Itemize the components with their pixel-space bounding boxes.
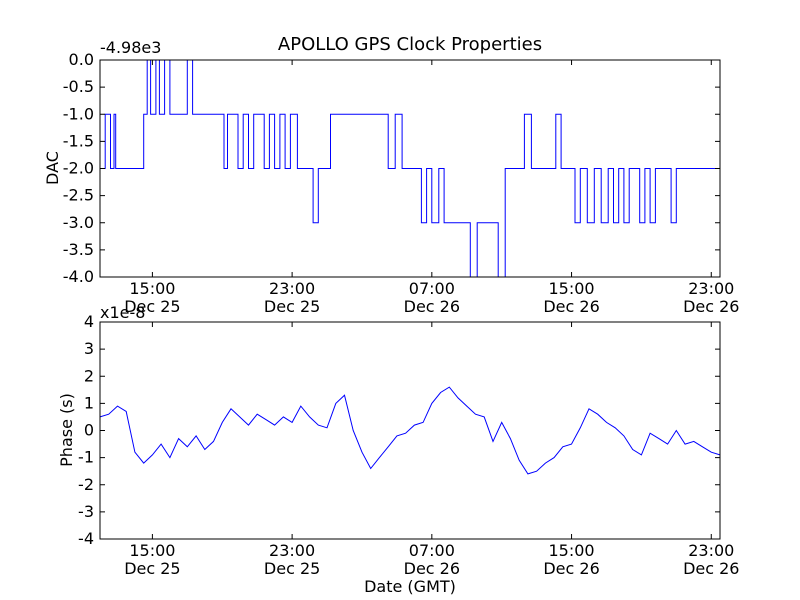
phase-y-tick-label: 4 [84, 312, 94, 331]
dac-y-tick-label: -2.0 [63, 159, 94, 178]
dac-y-tick-label: -4.0 [63, 267, 94, 286]
dac-y-tick-label: -2.5 [63, 186, 94, 205]
phase-x-tick-label-date: Dec 26 [543, 559, 599, 578]
dac-x-tick-label-date: Dec 25 [264, 297, 320, 316]
phase-x-tick-label-time: 15:00 [129, 541, 175, 560]
phase-y-tick-label: 1 [84, 393, 94, 412]
phase-x-tick-label-date: Dec 25 [124, 559, 180, 578]
dac-y-axis-label: DAC [43, 151, 62, 185]
phase-x-axis-label: Date (GMT) [364, 577, 456, 596]
dac-x-tick-label-time: 23:00 [269, 279, 315, 298]
dac-x-tick-label-date: Dec 26 [543, 297, 599, 316]
dac-y-tick-label: -1.0 [63, 104, 94, 123]
dac-offset-text: -4.98e3 [100, 38, 161, 57]
dac-x-tick-label-time: 15:00 [548, 279, 594, 298]
dac-x-tick-label-date: Dec 25 [124, 297, 180, 316]
chart-title: APOLLO GPS Clock Properties [278, 34, 542, 55]
phase-y-tick-label: 2 [84, 366, 94, 385]
dac-x-tick-label-date: Dec 26 [683, 297, 739, 316]
phase-x-tick-label-time: 15:00 [548, 541, 594, 560]
dac-y-tick-label: -3.5 [63, 240, 94, 259]
phase-x-tick-label-time: 23:00 [688, 541, 734, 560]
phase-x-tick-label-date: Dec 26 [683, 559, 739, 578]
phase-y-tick-label: 0 [84, 421, 94, 440]
phase-x-tick-label-date: Dec 26 [404, 559, 460, 578]
dac-y-tick-label: 0.0 [69, 50, 94, 69]
phase-x-tick-label-time: 23:00 [269, 541, 315, 560]
dac-x-tick-label-time: 15:00 [129, 279, 175, 298]
phase-y-tick-label: -4 [78, 529, 94, 548]
phase-x-tick-label-date: Dec 25 [264, 559, 320, 578]
dac-y-tick-label: -3.0 [63, 213, 94, 232]
dac-x-tick-label-time: 23:00 [688, 279, 734, 298]
dac-y-tick-label: -0.5 [63, 77, 94, 96]
phase-y-axis-label: Phase (s) [57, 393, 76, 467]
dac-x-tick-label-time: 07:00 [409, 279, 455, 298]
phase-y-tick-label: -1 [78, 448, 94, 467]
dac-y-tick-label: -1.5 [63, 131, 94, 150]
dac-x-tick-label-date: Dec 26 [404, 297, 460, 316]
phase-x-tick-label-time: 07:00 [409, 541, 455, 560]
dac-series-line-0 [100, 59, 720, 278]
phase-offset-text: x1e-8 [100, 303, 145, 322]
phase-y-tick-label: -3 [78, 502, 94, 521]
dac-panel: -4.98e3 DAC 0.0 -0.5 -1.0 -1.5 -2.0 -2.5 -3.0 -… [43, 38, 739, 316]
phase-y-tick-label: -2 [78, 475, 94, 494]
phase-panel: x1e-8 Phase (s) Date (GMT) 4 3 2 1 0 -1 -2 -3 -4… [57, 303, 739, 596]
phase-y-tick-label: 3 [84, 339, 94, 358]
phase-series-line-0 [99, 386, 721, 475]
